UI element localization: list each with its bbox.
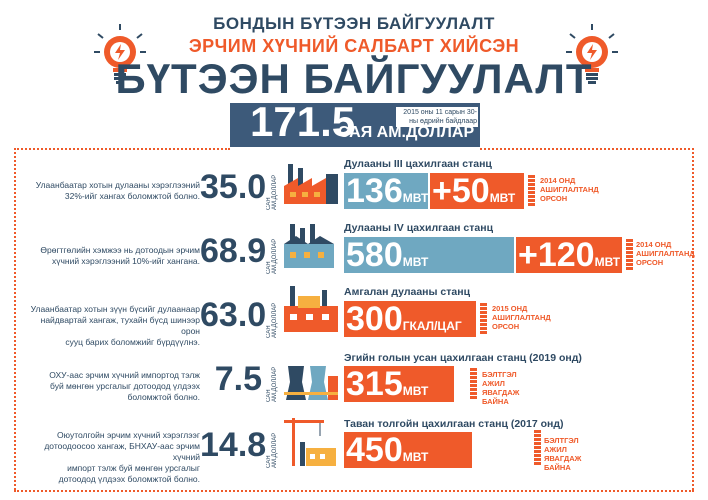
lightbulb-icon (566, 24, 618, 84)
construction-crane-icon (284, 418, 336, 466)
row-amount: 14.8 (200, 426, 267, 464)
row-amount-unit: САЯ АМ.ДОЛЛАР (266, 174, 278, 210)
station-name: Таван толгойн цахилгаан станц (2017 онд) (344, 418, 564, 430)
capacity-bar-base: 450МВТ (344, 432, 472, 468)
factory-icon (284, 164, 338, 204)
station-name: Дулааны IV цахилгаан станц (344, 222, 494, 234)
frame-top-left (14, 148, 230, 150)
row-description: Улаанбаатар хотын дулааны хэрэглээний 32… (35, 180, 200, 201)
progress-battery-icon (626, 239, 633, 271)
status-note: БЭЛТГЭЛ АЖИЛ ЯВАГДАЖ БАЙНА (482, 370, 520, 406)
row-amount-unit: САЯ АМ.ДОЛЛАР (266, 238, 278, 274)
row-description: Улаанбаатар хотын зүүн бүсийг дулаанаар … (30, 304, 200, 347)
row-amount-unit: САЯ АМ.ДОЛЛАР (266, 366, 278, 402)
total-value: 171.5 (250, 98, 356, 145)
capacity-bar-base: 580МВТ (344, 237, 514, 273)
capacity-bar-base: 315МВТ (344, 366, 454, 402)
heading-main: БҮТЭЭН БАЙГУУЛАЛТ (115, 55, 593, 102)
total-note: 2015 оны 11 сарын 30-ны өдрийн байдлаар (396, 107, 478, 127)
frame-left (14, 148, 16, 490)
capacity-bar-added: +50МВТ (430, 173, 524, 209)
row-amount: 7.5 (214, 360, 262, 398)
row-description: Өрөгтгөлийн хэмжээ нь дотоодын эрчим хүч… (40, 245, 200, 266)
row-amount-unit: САЯ АМ.ДОЛЛАР (266, 432, 278, 468)
frame-right (692, 148, 694, 490)
progress-battery-icon (534, 430, 541, 466)
status-note: 2014 ОНД АШИГЛАЛТАНД ОРСОН (636, 240, 695, 267)
row-amount: 35.0 (200, 168, 267, 206)
frame-top-right (480, 148, 694, 150)
capacity-bar-added: +120МВТ (516, 236, 622, 274)
row-amount-unit: САЯ АМ.ДОЛЛАР (266, 302, 278, 338)
capacity-bar-base: 300ГКАЛ/ЦАГ (344, 301, 476, 337)
heading-line-2: ЭРЧИМ ХҮЧНИЙ САЛБАРТ ХИЙСЭН (188, 36, 520, 56)
progress-battery-icon (528, 175, 535, 207)
row-amount: 68.9 (200, 232, 267, 270)
status-note: 2014 ОНД АШИГЛАЛТАНД ОРСОН (540, 176, 599, 203)
cooling-tower-icon (284, 366, 338, 400)
station-name: Амгалан дулааны станц (344, 286, 471, 298)
status-note: БЭЛТГЭЛ АЖИЛ ЯВАГДАЖ БАЙНА (544, 436, 582, 472)
power-plant-icon (284, 224, 334, 268)
heading-line-1: БОНДЫН БҮТЭЭН БАЙГУУЛАЛТ (213, 14, 495, 33)
total-unit: САЯ АМ.ДОЛЛАР (338, 124, 475, 141)
row-amount: 63.0 (200, 296, 267, 334)
row-description: Оюутолгойн эрчим хүчний хэрэглээг дотоод… (44, 430, 200, 484)
station-name: Эгийн голын усан цахилгаан станц (2019 о… (344, 352, 582, 364)
frame-bottom (14, 490, 694, 492)
station-name: Дулааны III цахилгаан станц (344, 158, 492, 170)
capacity-bar-base: 136МВТ (344, 172, 429, 210)
progress-battery-icon (470, 368, 477, 400)
row-description: ОХУ-аас эрчим хүчний импортод тэлж буй м… (49, 370, 200, 402)
heating-plant-icon (284, 286, 338, 332)
lightbulb-icon (94, 24, 146, 84)
progress-battery-icon (480, 303, 487, 335)
status-note: 2015 ОНД АШИГЛАЛТАНД ОРСОН (492, 304, 551, 331)
